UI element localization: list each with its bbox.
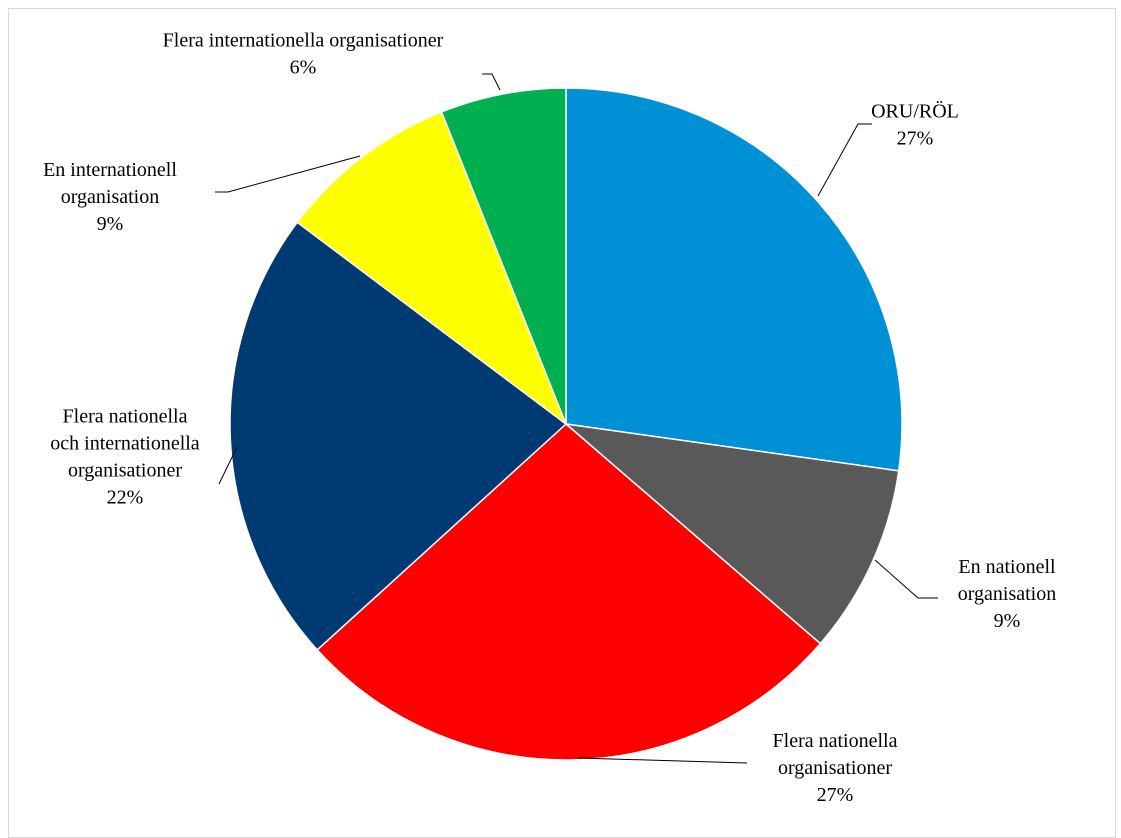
leader-line <box>817 123 872 197</box>
slice-name-label: En internationell <box>43 159 177 181</box>
slice-percent-label: 22% <box>107 487 144 509</box>
slice-percent-label: 6% <box>290 57 317 79</box>
pie-slice <box>316 422 822 761</box>
slice-percent-label: 9% <box>97 213 124 235</box>
slice-name-label: En nationell <box>958 556 1056 578</box>
slice-label: Flera nationella organisationer 27% <box>773 730 898 806</box>
slice-name-label: Flera nationella <box>773 730 898 752</box>
slice-name-label: organisation <box>958 583 1057 605</box>
slice-label: Flera nationella och internationella organ… <box>50 406 200 509</box>
pie-slice <box>563 422 900 645</box>
leader-line <box>577 757 748 764</box>
pie-slice <box>440 87 567 425</box>
slice-label: En nationell organisation 9% <box>958 556 1057 632</box>
pie-slice <box>296 110 568 427</box>
leader-lines <box>215 73 938 764</box>
slice-name-label: ORU/RÖL <box>871 100 959 123</box>
slice-percent-label: 27% <box>817 784 854 806</box>
slice-label: En internationell organisation 9% <box>43 159 177 235</box>
leader-line <box>874 559 938 599</box>
slice-label: Flera internationella organisationer 6% <box>163 30 444 79</box>
slice-name-label: organisation <box>61 186 160 208</box>
slice-percent-label: 9% <box>994 610 1021 632</box>
slice-label: ORU/RÖL 27% <box>871 100 959 150</box>
leader-line <box>215 155 361 193</box>
slice-name-label: organisationer <box>68 460 182 482</box>
pie-slice <box>229 221 568 651</box>
slice-name-label: och internationella <box>50 433 200 455</box>
leader-line <box>218 446 238 485</box>
slice-labels: ORU/RÖL 27% En nationell organisation 9% Fler… <box>43 30 1056 807</box>
slice-name-label: Flera internationella organisationer <box>163 30 444 52</box>
slice-name-label: Flera nationella <box>63 406 188 428</box>
slice-percent-label: 27% <box>897 128 934 150</box>
leader-line <box>482 73 501 91</box>
pie-slice <box>565 87 903 472</box>
pie-slices <box>229 87 903 761</box>
slice-name-label: organisationer <box>778 757 892 779</box>
